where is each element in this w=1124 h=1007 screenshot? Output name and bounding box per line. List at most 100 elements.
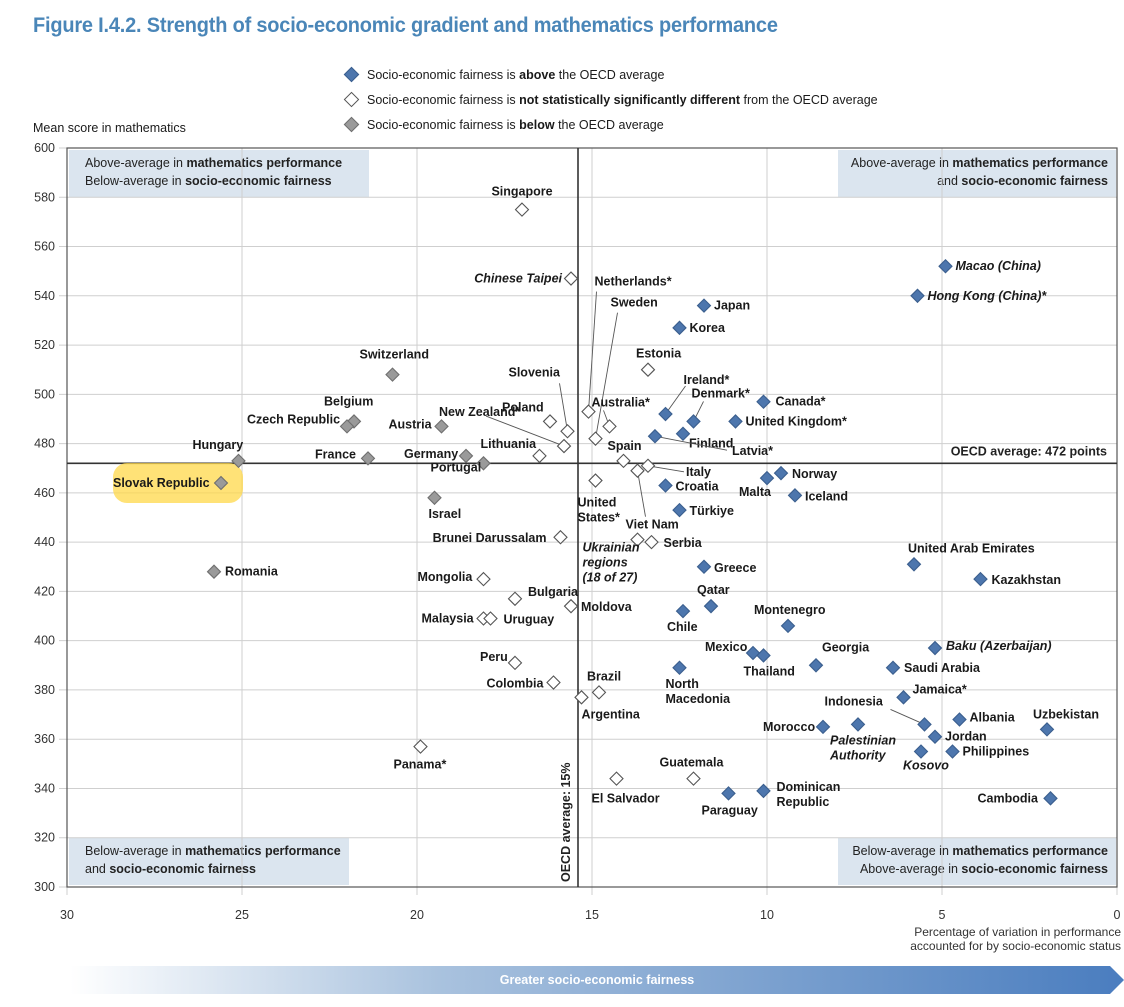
data-point: Chinese Taipei <box>474 271 579 286</box>
point-label: New Zealand* <box>439 405 520 419</box>
point-label: Morocco <box>763 720 815 734</box>
diamond-marker <box>588 431 603 446</box>
legend-item-below: Socio-economic fairness is below the OEC… <box>343 112 878 137</box>
y-tick-label: 460 <box>34 486 55 500</box>
data-point: Slovak Republic <box>113 475 229 491</box>
point-label: Canada* <box>776 395 826 409</box>
point-label: Finland <box>689 437 733 451</box>
data-point: Uzbekistan <box>1033 707 1099 737</box>
point-label: Moldova <box>581 600 633 614</box>
point-label: Paraguay <box>702 803 758 817</box>
leader-line <box>654 435 728 451</box>
diamond-marker <box>476 571 491 587</box>
data-point: Morocco <box>763 719 831 735</box>
point-label: Spain <box>608 439 642 453</box>
quadrant-box-top-right <box>838 150 1116 197</box>
point-label: Albania <box>970 710 1016 724</box>
leader-line <box>588 291 597 412</box>
data-point: Mexico <box>705 640 761 661</box>
arrow-label: Greater socio-economic fairness <box>499 973 695 987</box>
data-point: Cambodia <box>978 791 1058 806</box>
diamond-marker <box>616 453 631 469</box>
point-label: Latvia* <box>732 444 773 458</box>
quadrant-label-text: Below-average in <box>852 844 952 858</box>
diamond-marker <box>434 419 449 434</box>
quadrant-label-text: Above-average in <box>860 862 961 876</box>
quadrant-label-bold: socio-economic fairness <box>961 862 1108 876</box>
diamond-marker <box>658 478 673 493</box>
point-label: United Kingdom* <box>746 414 848 428</box>
arrow-shape <box>70 966 1124 994</box>
point-label: Croatia <box>676 479 720 493</box>
diamond-marker <box>672 660 687 676</box>
point-label: regions <box>583 556 628 570</box>
diamond-marker <box>773 465 789 481</box>
leader-line <box>890 709 925 725</box>
diamond-marker <box>686 414 701 429</box>
point-label: Georgia <box>822 640 870 654</box>
data-point: United Arab Emirates <box>906 541 1035 572</box>
point-label: Uruguay <box>504 612 555 626</box>
quadrant-label-text: and <box>85 862 109 876</box>
point-label: (18 of 27) <box>583 571 638 585</box>
point-label: Slovak Republic <box>113 476 210 490</box>
legend-label-post: the OECD average <box>558 67 665 82</box>
quadrant-label-bold: mathematics performance <box>185 844 341 858</box>
diamond-marker <box>938 258 953 274</box>
legend-label-pre: Socio-economic fairness is <box>367 92 516 107</box>
diamond-marker <box>917 717 932 732</box>
diamond-marker <box>696 559 712 575</box>
data-point: Indonesia <box>825 694 932 732</box>
data-point: Spain <box>608 439 642 469</box>
x-tick-label: 15 <box>585 908 599 922</box>
legend: Socio-economic fairness is above the OEC… <box>343 62 878 137</box>
point-label: Argentina <box>582 707 641 721</box>
point-label: Chinese Taipei <box>474 272 562 286</box>
point-label: Colombia <box>487 677 545 691</box>
quadrant-label-bold: mathematics performance <box>952 156 1108 170</box>
legend-label-bold: not statistically significantly differen… <box>519 92 741 107</box>
y-axis-label: Mean score in mathematics <box>33 121 186 135</box>
y-tick-label: 580 <box>34 190 55 204</box>
data-point: Germany <box>404 447 474 464</box>
data-point: Austria <box>389 417 449 434</box>
leader-line <box>559 383 568 432</box>
quadrant-label-bold: socio-economic fairness <box>109 862 256 876</box>
point-label: Romania <box>225 565 279 579</box>
point-label: Macao (China) <box>956 259 1041 273</box>
diamond-marker <box>896 690 911 705</box>
legend-label-post: from the OECD average <box>743 92 878 107</box>
y-tick-label: 360 <box>34 732 55 746</box>
data-point: Czech Republic <box>247 412 355 434</box>
quadrant-box-top-left <box>69 150 369 197</box>
data-point: Malta <box>739 470 775 499</box>
plot-frame <box>66 147 1118 888</box>
point-label: Qatar <box>697 583 730 597</box>
x-tick-label: 20 <box>410 908 424 922</box>
y-tick-label: 600 <box>34 141 55 155</box>
diamond-marker <box>815 719 831 735</box>
diamond-marker <box>532 448 547 464</box>
y-tick-label: 340 <box>34 781 55 795</box>
data-point: Baku (Azerbaijan) <box>927 639 1052 656</box>
point-label: Uzbekistan <box>1033 707 1099 721</box>
diamond-marker <box>1039 722 1055 737</box>
diamond-marker <box>213 475 229 491</box>
x-tick-label: 5 <box>939 908 946 922</box>
data-point: Brunei Darussalam <box>433 529 568 545</box>
quadrant-label-bold: mathematics performance <box>952 844 1108 858</box>
diamond-marker <box>1043 791 1058 806</box>
data-point: Netherlands* <box>581 275 672 419</box>
diamond-marker <box>483 611 498 626</box>
data-point: Denmark* <box>686 386 750 429</box>
oecd-average-x-label: OECD average: 15% <box>559 762 573 882</box>
point-label: Jordan <box>945 730 987 744</box>
point-label: Serbia <box>664 536 703 550</box>
data-point: Singapore <box>491 185 553 217</box>
diamond-marker <box>675 426 691 442</box>
data-point: Romania <box>206 564 279 579</box>
data-point: United Kingdom* <box>728 414 848 429</box>
